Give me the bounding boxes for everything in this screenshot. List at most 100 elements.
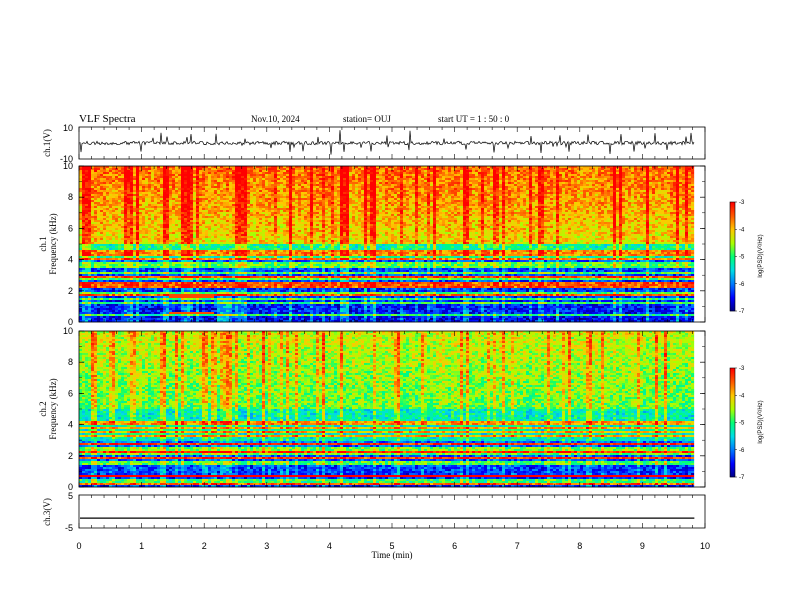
spectrogram-cell	[601, 192, 605, 195]
spectrogram-cell	[616, 194, 620, 197]
spectrogram-cell	[607, 202, 611, 205]
spectrogram-cell	[430, 194, 434, 197]
spectrogram-cell	[247, 212, 251, 215]
spectrogram-cell	[532, 186, 536, 189]
spectrogram-cell	[682, 172, 686, 175]
spectrogram-cell	[304, 182, 308, 185]
spectrogram-cell	[487, 196, 491, 199]
spectrogram-cell	[178, 172, 182, 175]
spectrogram-cell	[520, 174, 524, 177]
spectrogram-cell	[238, 192, 242, 195]
spectrogram-cell	[661, 172, 665, 175]
spectrogram-cell	[304, 186, 308, 189]
spectrogram-cell	[658, 188, 662, 191]
spectrogram-cell	[679, 174, 683, 177]
spectrogram-cell	[91, 212, 95, 215]
spectrogram-cell	[457, 194, 461, 197]
spectrogram-cell	[85, 196, 89, 199]
spectrogram-cell	[691, 200, 695, 203]
spectrogram-cell	[496, 206, 500, 209]
spectrogram-cell	[106, 186, 110, 189]
spectrogram-cell	[367, 170, 371, 173]
spectrogram-cell	[82, 168, 86, 171]
spectrogram-cell	[97, 170, 101, 173]
spectrogram-cell	[175, 204, 179, 207]
spectrogram-cell	[145, 180, 149, 183]
spectrogram-cell	[316, 168, 320, 171]
spectrogram-cell	[514, 188, 518, 191]
spectrogram-cell	[499, 206, 503, 209]
spectrogram-cell	[574, 190, 578, 193]
spectrogram-cell	[571, 168, 575, 171]
spectrogram-cell	[97, 200, 101, 203]
spectrogram-cell	[565, 202, 569, 205]
spectrogram-cell	[538, 196, 542, 199]
spectrogram-cell	[481, 172, 485, 175]
spectrogram-cell	[400, 210, 404, 213]
spectrogram-cell	[511, 168, 515, 171]
spectrogram-cell	[634, 192, 638, 195]
spectrogram-cell	[397, 184, 401, 187]
spectrogram-cell	[238, 182, 242, 185]
spectrogram-cell	[154, 178, 158, 181]
spectrogram-cell	[133, 200, 137, 203]
spectrogram-cell	[376, 212, 380, 215]
spectrogram-cell	[181, 186, 185, 189]
spectrogram-cell	[100, 180, 104, 183]
spectrogram-cell	[622, 200, 626, 203]
spectrogram-cell	[196, 184, 200, 187]
spectrogram-cell	[217, 174, 221, 177]
spectrogram-cell	[595, 190, 599, 193]
spectrogram-cell	[559, 208, 563, 211]
spectrogram-cell	[565, 190, 569, 193]
spectrogram-cell	[610, 196, 614, 199]
spectrogram-cell	[232, 172, 236, 175]
spectrogram-cell	[172, 168, 176, 171]
spectrogram-cell	[568, 210, 572, 213]
spectrogram-cell	[367, 196, 371, 199]
spectrogram-cell	[304, 206, 308, 209]
spectrogram-cell	[91, 214, 95, 217]
spectrogram-cell	[289, 212, 293, 215]
spectrogram-cell	[172, 194, 176, 197]
spectrogram-cell	[142, 196, 146, 199]
spectrogram-cell	[289, 198, 293, 201]
spectrogram-cell	[136, 206, 140, 209]
spectrogram-cell	[103, 176, 107, 179]
spectrogram-cell	[412, 174, 416, 177]
spectrogram-cell	[178, 190, 182, 193]
spectrogram-cell	[562, 174, 566, 177]
spectrogram-cell	[220, 176, 224, 179]
spectrogram-cell	[499, 190, 503, 193]
spectrogram-cell	[247, 182, 251, 185]
spectrogram-cell	[352, 210, 356, 213]
spectrogram-cell	[163, 192, 167, 195]
spectrogram-cell	[151, 194, 155, 197]
spectrogram-cell	[307, 198, 311, 201]
spectrogram-cell	[412, 212, 416, 215]
spectrogram-cell	[358, 212, 362, 215]
spectrogram-cell	[193, 212, 197, 215]
spectrogram-cell	[583, 208, 587, 211]
spectrogram-cell	[406, 170, 410, 173]
spectrogram-cell	[571, 204, 575, 207]
spectrogram-cell	[553, 190, 557, 193]
spectrogram-cell	[256, 206, 260, 209]
spectrogram-cell	[298, 200, 302, 203]
spectrogram-cell	[682, 200, 686, 203]
spectrogram-cell	[586, 202, 590, 205]
spectrogram-cell	[124, 168, 128, 171]
spectrogram-cell	[181, 192, 185, 195]
spectrogram-cell	[280, 206, 284, 209]
spectrogram-cell	[139, 180, 143, 183]
spectrogram-cell	[229, 166, 233, 169]
spectrogram-cell	[649, 174, 653, 177]
spectrogram-cell	[415, 188, 419, 191]
spectrogram-cell	[199, 192, 203, 195]
spectrogram-cell	[397, 168, 401, 171]
spectrogram-cell	[415, 168, 419, 171]
spectrogram-cell	[427, 172, 431, 175]
spectrogram-cell	[649, 190, 653, 193]
spectrogram-cell	[172, 180, 176, 183]
spectrogram-cell	[337, 196, 341, 199]
